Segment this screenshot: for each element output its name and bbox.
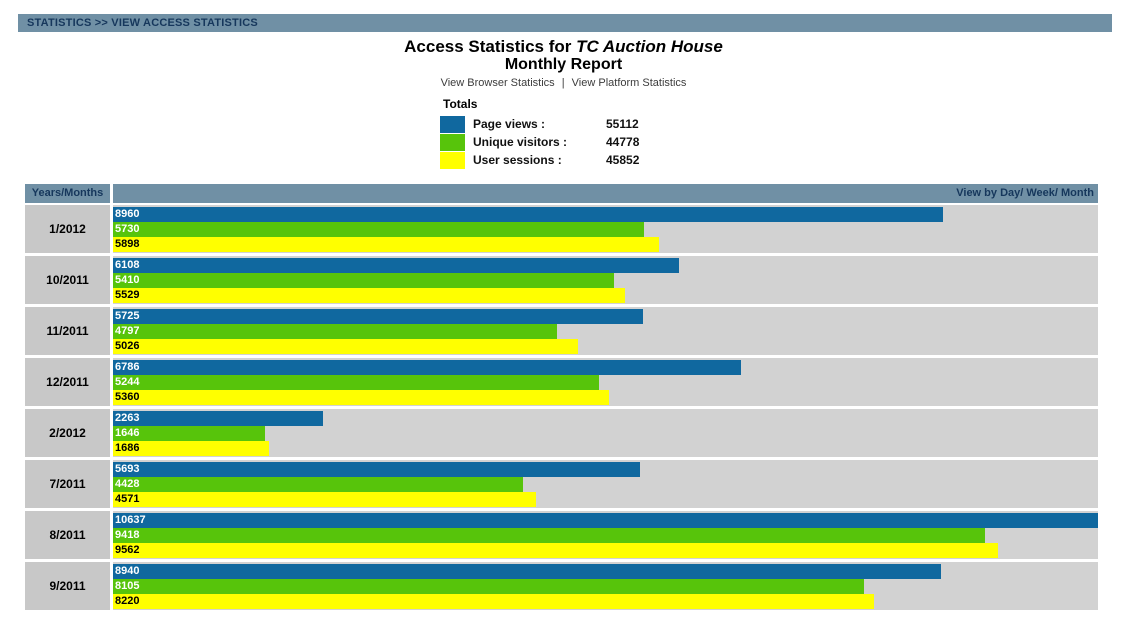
row-month-label: 12/2011 [25,358,110,406]
row-month-label: 2/2012 [25,409,110,457]
row-bars-cell: 5725 4797 5026 [113,307,1098,355]
title-block: Access Statistics for TC Auction House M… [0,37,1127,90]
breadcrumb-bar: STATISTICS >> VIEW ACCESS STATISTICS [18,14,1112,32]
legend-color-swatch [440,115,465,133]
bar-unique-visitors: 1646 [113,426,266,441]
view-browser-statistics-link[interactable]: View Browser Statistics [440,77,555,89]
bar-page-views: 8960 [113,207,943,222]
legend-item: Page views : 55112 [440,115,760,133]
link-separator: | [561,77,565,89]
bar-unique-visitors: 8105 [113,579,864,594]
row-bars-cell: 6786 5244 5360 [113,358,1098,406]
bar-page-views: 6108 [113,258,679,273]
bar-unique-visitors: 9418 [113,528,986,543]
statistics-links: View Browser Statistics | View Platform … [0,77,1127,90]
table-row: 8/2011 10637 9418 9562 [25,511,1098,559]
row-bars-cell: 10637 9418 9562 [113,511,1098,559]
bar-user-sessions: 4571 [113,492,537,507]
legend-value: 55112 [606,117,639,131]
years-months-header: Years/Months [25,184,110,203]
row-month-label: 11/2011 [25,307,110,355]
view-platform-statistics-link[interactable]: View Platform Statistics [571,77,687,89]
table-row: 1/2012 8960 5730 5898 [25,205,1098,253]
table-row: 7/2011 5693 4428 4571 [25,460,1098,508]
page-title-prefix: Access Statistics for [404,37,572,56]
table-row: 10/2011 6108 5410 5529 [25,256,1098,304]
bar-unique-visitors: 4428 [113,477,524,492]
table-row: 2/2012 2263 1646 1686 [25,409,1098,457]
report-type-title: Monthly Report [504,56,623,73]
bar-page-views: 10637 [113,513,1098,528]
row-bars-cell: 8960 5730 5898 [113,205,1098,253]
row-bars-cell: 5693 4428 4571 [113,460,1098,508]
legend-item: Unique visitors : 44778 [440,133,760,151]
legend-value: 45852 [606,153,640,167]
bar-user-sessions: 8220 [113,594,875,609]
table-row: 12/2011 6786 5244 5360 [25,358,1098,406]
view-by-day-week-month-links[interactable]: View by Day/ Week/ Month [113,184,1098,203]
bar-user-sessions: 1686 [113,441,270,456]
bar-unique-visitors: 4797 [113,324,558,339]
bar-page-views: 5693 [113,462,641,477]
row-bars-cell: 8940 8105 8220 [113,562,1098,610]
legend-value: 44778 [606,135,640,149]
row-bars-cell: 2263 1646 1686 [113,409,1098,457]
legend-label: Unique visitors : [473,135,568,149]
row-bars-cell: 6108 5410 5529 [113,256,1098,304]
page-title: Access Statistics for TC Auction House [0,37,1127,56]
statistics-table: Years/Months View by Day/ Week/ Month 1/… [25,184,1098,610]
bar-page-views: 5725 [113,309,644,324]
row-month-label: 10/2011 [25,256,110,304]
table-header-row: Years/Months View by Day/ Week/ Month [25,184,1098,203]
breadcrumb: STATISTICS >> VIEW ACCESS STATISTICS [27,17,258,29]
table-body: 1/2012 8960 5730 5898 10/2011 6108 5410 5529 11/… [25,205,1098,610]
row-month-label: 1/2012 [25,205,110,253]
legend-label: User sessions : [473,153,562,167]
bar-page-views: 6786 [113,360,742,375]
legend-label: Page views : [473,117,546,131]
bar-user-sessions: 5026 [113,339,579,354]
bar-unique-visitors: 5730 [113,222,644,237]
totals-legend: Totals Page views : 55112 Unique visitors … [440,97,760,169]
site-name: TC Auction House [576,37,723,56]
legend-color-swatch [440,133,465,151]
bar-unique-visitors: 5244 [113,375,599,390]
bar-user-sessions: 5360 [113,390,610,405]
table-row: 11/2011 5725 4797 5026 [25,307,1098,355]
row-month-label: 7/2011 [25,460,110,508]
bar-page-views: 8940 [113,564,941,579]
legend-item: User sessions : 45852 [440,151,760,169]
table-row: 9/2011 8940 8105 8220 [25,562,1098,610]
bar-page-views: 2263 [113,411,323,426]
legend-rows: Page views :55112 Unique visitors :44778 U… [440,115,760,169]
bar-user-sessions: 9562 [113,543,999,558]
bar-user-sessions: 5529 [113,288,625,303]
totals-title: Totals [443,97,478,111]
legend-color-swatch [440,151,465,169]
row-month-label: 9/2011 [25,562,110,610]
bar-unique-visitors: 5410 [113,273,614,288]
row-month-label: 8/2011 [25,511,110,559]
bar-user-sessions: 5898 [113,237,660,252]
